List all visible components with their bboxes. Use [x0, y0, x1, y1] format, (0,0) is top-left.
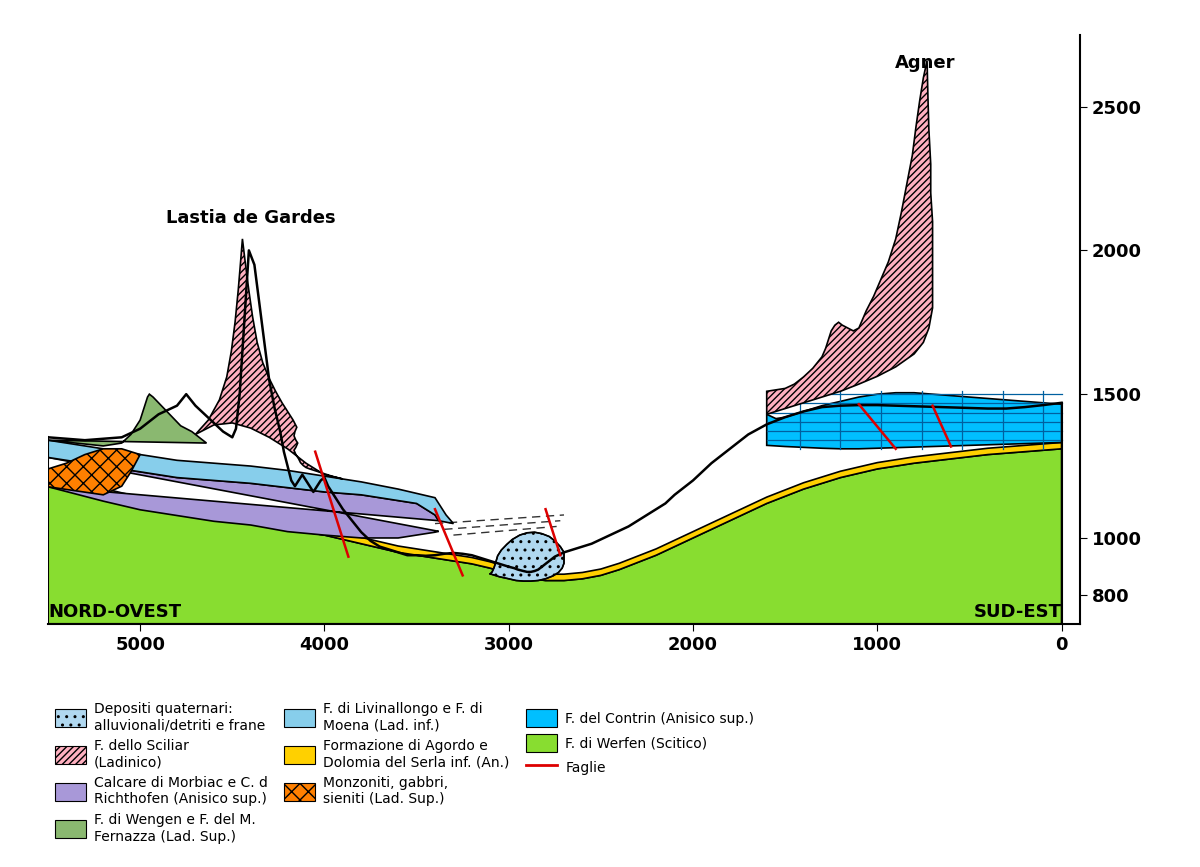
Polygon shape — [48, 442, 1062, 581]
Text: NORD-OVEST: NORD-OVEST — [48, 603, 181, 622]
Text: Agner: Agner — [895, 54, 955, 72]
Polygon shape — [767, 393, 1062, 449]
Polygon shape — [48, 440, 454, 524]
Text: SUD-EST: SUD-EST — [973, 603, 1062, 622]
Polygon shape — [48, 449, 1062, 624]
Polygon shape — [767, 61, 932, 414]
Text: Lastia de Gardes: Lastia de Gardes — [166, 209, 336, 227]
Polygon shape — [48, 394, 206, 446]
Polygon shape — [491, 532, 564, 581]
Polygon shape — [48, 458, 439, 538]
Legend: Depositi quaternari:
alluvionali/detriti e frane, F. dello Sciliar
(Ladinico), C: Depositi quaternari: alluvionali/detriti… — [55, 702, 754, 844]
Polygon shape — [196, 239, 343, 479]
Polygon shape — [48, 449, 140, 495]
